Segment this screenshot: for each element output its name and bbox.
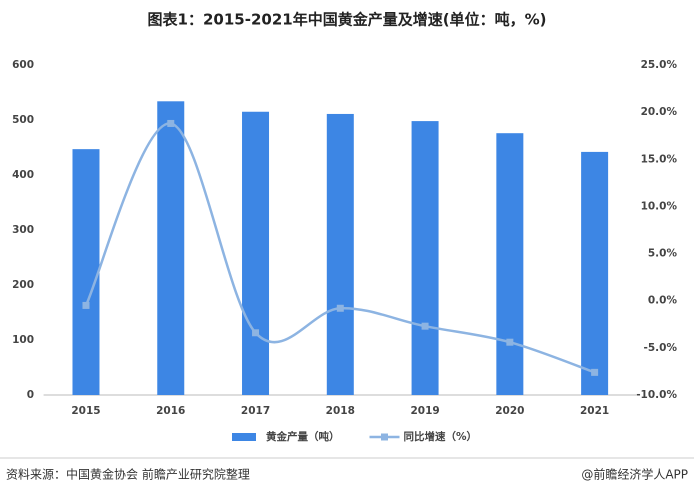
legend-swatch: [232, 433, 256, 441]
y2-tick-label: 15.0%: [641, 153, 678, 165]
legend-label: 同比增速（%）: [404, 430, 478, 443]
y2-tick-label: 25.0%: [641, 59, 678, 71]
x-tick-label: 2019: [410, 405, 439, 417]
line: [84, 122, 596, 374]
y2-tick-label: 0.0%: [648, 295, 678, 307]
y2-tick-label: 20.0%: [641, 106, 678, 118]
x-tick-label: 2021: [580, 405, 609, 417]
y-tick-label: 500: [12, 114, 34, 126]
x-tick-label: 2017: [241, 405, 270, 417]
bar: [242, 111, 270, 395]
y-tick-label: 100: [12, 334, 34, 346]
legend-label: 黄金产量（吨）: [266, 430, 340, 443]
x-tick-label: 2018: [326, 405, 355, 417]
line-marker: [591, 368, 599, 376]
y-tick-label: 400: [12, 169, 34, 181]
line-marker: [506, 338, 514, 346]
y2-tick-label: -10.0%: [636, 389, 677, 401]
line-marker: [82, 301, 90, 309]
line-marker: [336, 304, 344, 312]
x-tick-label: 2020: [495, 405, 524, 417]
line-marker: [421, 322, 429, 330]
bar: [157, 101, 185, 396]
y2-tick-label: -5.0%: [644, 342, 678, 354]
y2-tick-label: 10.0%: [641, 200, 678, 212]
bar: [496, 133, 524, 395]
x-tick-label: 2016: [156, 405, 185, 417]
y-tick-label: 300: [12, 224, 34, 236]
y2-tick-label: 5.0%: [648, 248, 678, 260]
bar: [326, 113, 354, 395]
x-tick-label: 2015: [71, 405, 100, 417]
chart-title: 图表1：2015-2021年中国黄金产量及增速(单位：吨，%): [148, 11, 547, 29]
source: 资料来源：中国黄金协会 前瞻产业研究院整理: [6, 467, 250, 482]
y-tick-label: 600: [12, 59, 34, 71]
y-tick-label: 0: [27, 389, 34, 401]
credit: @前瞻经济学人APP: [581, 467, 688, 482]
bar: [581, 151, 609, 395]
line-marker: [252, 329, 260, 337]
y-tick-label: 200: [12, 279, 34, 291]
bar: [72, 149, 100, 395]
line-marker: [167, 119, 175, 127]
bar: [411, 121, 439, 395]
legend-swatch: [381, 433, 388, 441]
